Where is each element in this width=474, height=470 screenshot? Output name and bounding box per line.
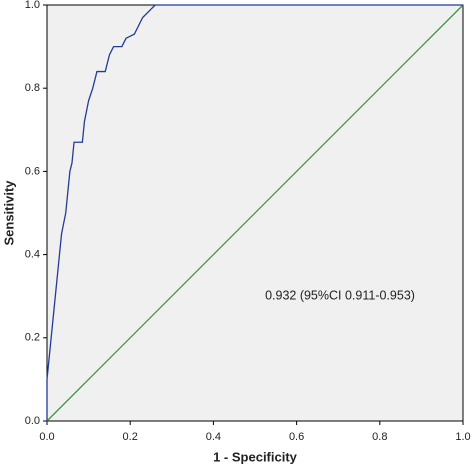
x-tick-label: 0.6 <box>289 431 304 443</box>
y-tick-label: 0.2 <box>25 332 40 344</box>
annotation: 0.932 (95%CI 0.911-0.953) <box>265 288 415 302</box>
x-tick-label: 0.2 <box>123 431 138 443</box>
roc-line <box>46 4 464 422</box>
y-tick-label: 0.8 <box>25 82 40 94</box>
x-tick-label: 0.8 <box>372 431 387 443</box>
y-tick-label: 0.6 <box>25 165 40 177</box>
x-tick-label: 0.4 <box>206 431 221 443</box>
y-tick-label: 0.4 <box>25 249 40 261</box>
y-tick-label: 0.0 <box>25 415 40 427</box>
x-tick-label: 0.0 <box>39 431 54 443</box>
x-tick-label: 1.0 <box>455 431 470 443</box>
roc-line <box>46 4 463 421</box>
x-axis-title: 1 - Specificity <box>213 449 298 464</box>
y-tick-label: 1.0 <box>25 0 40 11</box>
y-axis-title: Sensitivity <box>1 180 16 246</box>
